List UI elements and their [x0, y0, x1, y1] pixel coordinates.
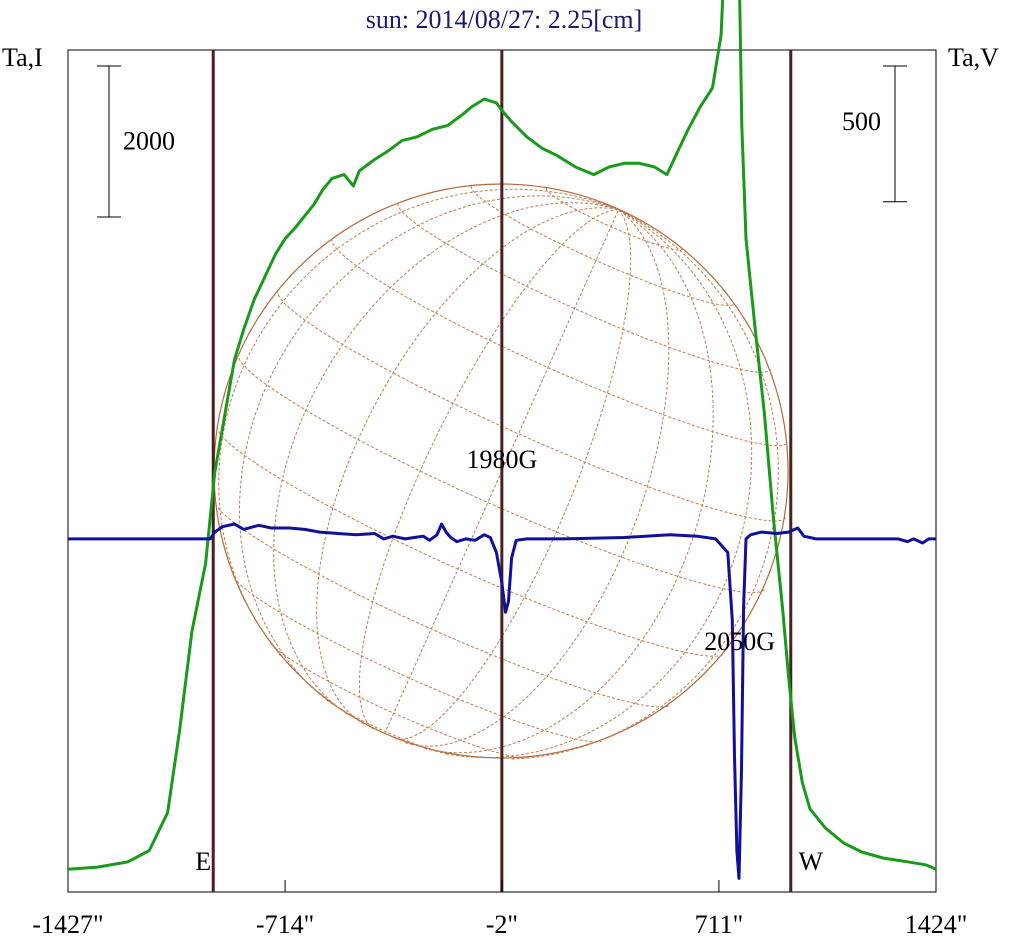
limb-marker-label: E	[195, 847, 211, 876]
x-tick-label: -714"	[256, 910, 314, 939]
x-tick-label: 711"	[695, 910, 744, 939]
series-group	[67, 0, 937, 880]
chart-title: sun: 2014/08/27: 2.25[cm]	[366, 5, 643, 34]
solar-meridian	[358, 209, 619, 730]
solar-meridian	[446, 209, 753, 759]
scale-bar-label: 2000	[123, 127, 175, 156]
solar-meridian	[395, 209, 632, 740]
solar-parallel	[271, 644, 527, 759]
solar-parallel	[326, 699, 449, 755]
left-axis-label: Ta,I	[2, 43, 43, 72]
scale-bars: 2000 500	[97, 65, 907, 218]
annotations: 1980G 2050G	[466, 445, 775, 656]
solar-meridian	[383, 209, 620, 735]
intensity-series-line	[67, 0, 937, 871]
solar-meridian	[424, 209, 714, 754]
x-tick-label: 1424"	[905, 910, 968, 939]
solar-disk	[213, 183, 789, 760]
solar-parallel	[215, 503, 670, 708]
limb-marker-label: W	[799, 847, 824, 876]
solar-parallel	[470, 185, 735, 307]
solar-parallel	[331, 238, 789, 447]
solar-parallel	[397, 203, 771, 373]
right-axis-label: Ta,V	[948, 43, 999, 72]
solar-meridian	[238, 195, 619, 702]
solar-parallel	[237, 353, 766, 594]
solar-parallel	[545, 188, 684, 251]
solar-parallel	[276, 289, 787, 522]
x-ticks: -1427" -714" -2" 711" 1424"	[32, 880, 967, 939]
x-tick-label: -1427"	[32, 910, 103, 939]
solar-meridian	[511, 209, 779, 760]
field-annotation: 1980G	[466, 445, 537, 474]
field-annotation: 2050G	[704, 627, 775, 656]
solar-meridian	[273, 202, 619, 715]
solar-parallel	[216, 426, 726, 657]
scale-bar-label: 500	[842, 107, 881, 136]
solar-grid	[215, 185, 789, 760]
polarization-series-line	[68, 522, 936, 880]
solar-meridian	[218, 188, 619, 657]
x-tick-label: -2"	[486, 910, 518, 939]
